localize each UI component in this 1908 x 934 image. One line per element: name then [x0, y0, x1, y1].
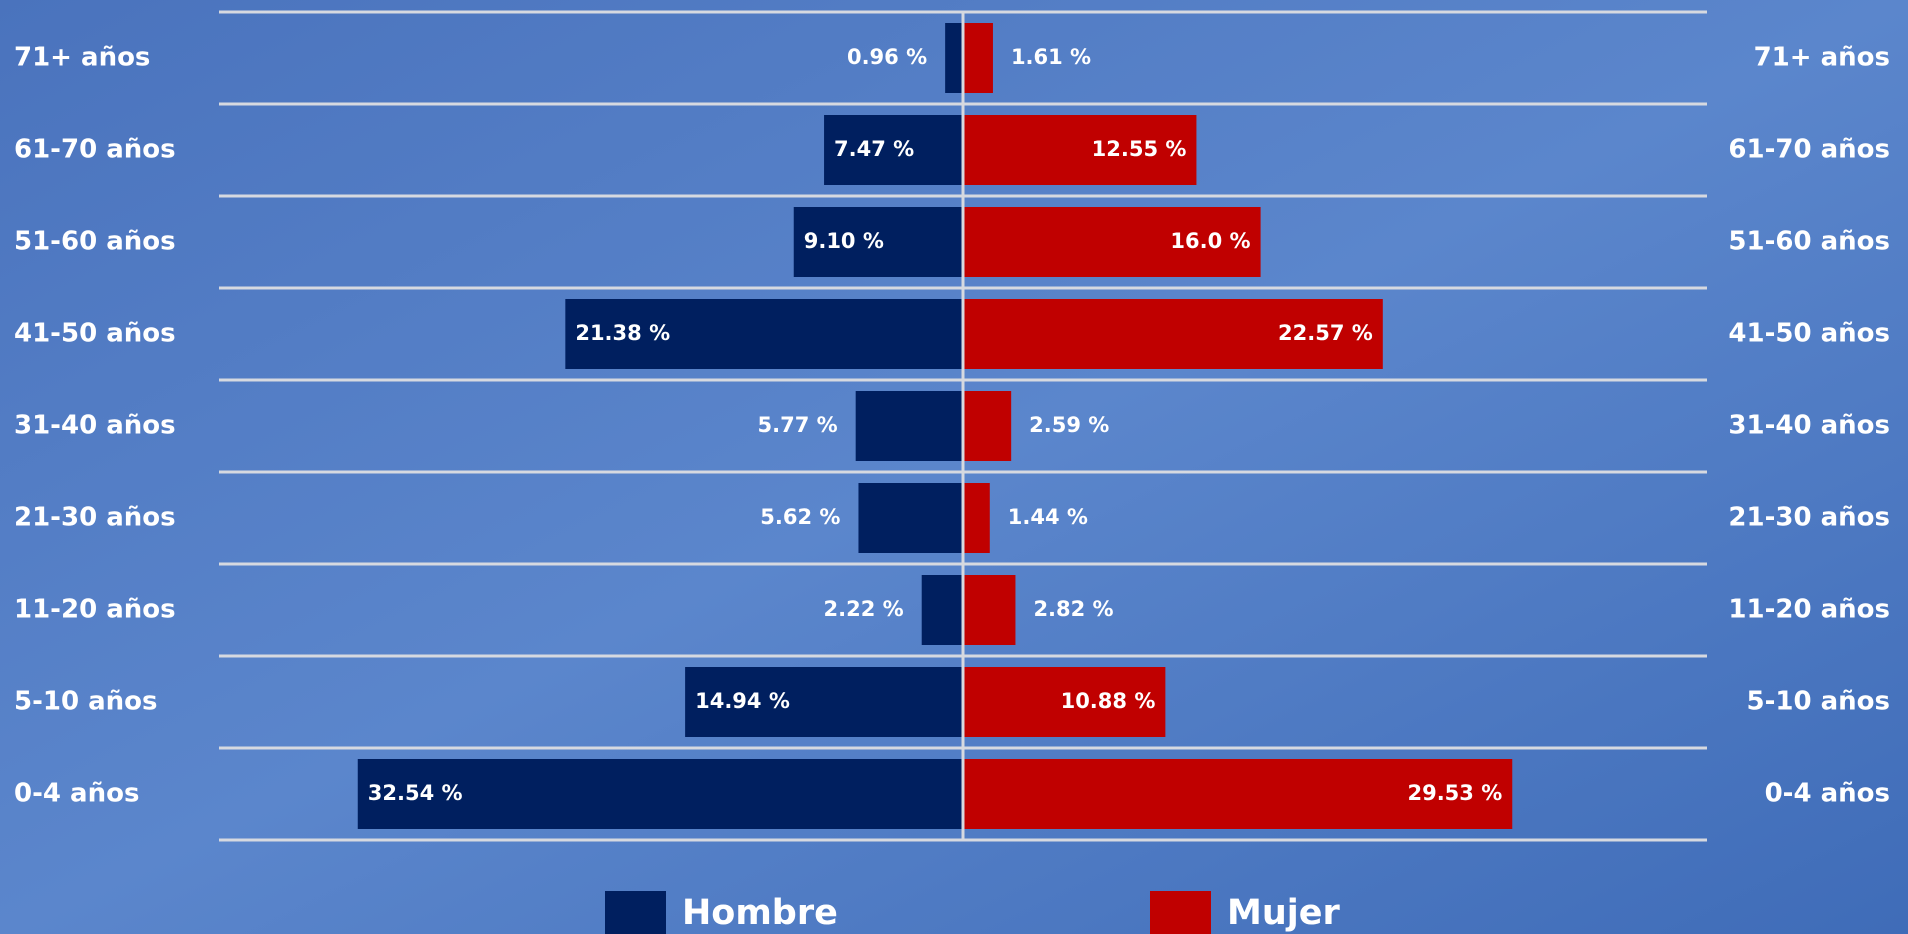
bar: [858, 483, 963, 553]
legend-label: Hombre: [682, 893, 838, 933]
category-label-right: 41-50 años: [1728, 319, 1890, 349]
value-label: 12.55 %: [1092, 137, 1187, 161]
page: 71+ años 71+ años 61-70 años 61-70 años 51-6…: [0, 0, 1908, 934]
value-label: 22.57 %: [1278, 321, 1373, 345]
category-label-left: 61-70 años: [14, 135, 176, 165]
bar: [856, 391, 963, 461]
category-label-right: 71+ años: [1754, 43, 1890, 73]
category-label-left: 5-10 años: [14, 687, 158, 717]
bar: [963, 23, 993, 93]
value-label: 2.59 %: [1029, 413, 1109, 437]
value-label: 7.47 %: [834, 137, 914, 161]
value-label: 5.62 %: [760, 505, 840, 529]
value-label: 0.96 %: [847, 45, 927, 69]
bar: [963, 391, 1011, 461]
category-label-left: 0-4 años: [14, 779, 139, 809]
value-label: 29.53 %: [1407, 781, 1502, 805]
value-label: 10.88 %: [1061, 689, 1156, 713]
chart: 71+ años 71+ años 61-70 años 61-70 años 51-6…: [0, 0, 1908, 934]
value-label: 2.82 %: [1033, 597, 1113, 621]
category-label-right: 31-40 años: [1728, 411, 1890, 441]
category-label-right: 0-4 años: [1765, 779, 1890, 809]
legend-label: Mujer: [1227, 893, 1340, 933]
legend-swatch: [1150, 891, 1211, 934]
category-label-right: 51-60 años: [1728, 227, 1890, 257]
bar: [945, 23, 963, 93]
bar: [922, 575, 963, 645]
category-label-right: 21-30 años: [1728, 503, 1890, 533]
value-label: 2.22 %: [824, 597, 904, 621]
value-label: 1.44 %: [1008, 505, 1088, 529]
category-label-left: 11-20 años: [14, 595, 176, 625]
category-label-right: 11-20 años: [1728, 595, 1890, 625]
category-label-left: 21-30 años: [14, 503, 176, 533]
legend-swatch: [605, 891, 666, 934]
bar: [963, 483, 990, 553]
value-label: 5.77 %: [758, 413, 838, 437]
category-label-right: 5-10 años: [1746, 687, 1890, 717]
value-label: 16.0 %: [1170, 229, 1250, 253]
value-label: 21.38 %: [575, 321, 670, 345]
value-label: 9.10 %: [804, 229, 884, 253]
category-label-left: 51-60 años: [14, 227, 176, 257]
value-label: 14.94 %: [695, 689, 790, 713]
category-label-left: 41-50 años: [14, 319, 176, 349]
category-label-left: 31-40 años: [14, 411, 176, 441]
bar: [963, 575, 1015, 645]
value-label: 32.54 %: [368, 781, 463, 805]
category-label-right: 61-70 años: [1728, 135, 1890, 165]
value-label: 1.61 %: [1011, 45, 1091, 69]
category-label-left: 71+ años: [14, 43, 150, 73]
